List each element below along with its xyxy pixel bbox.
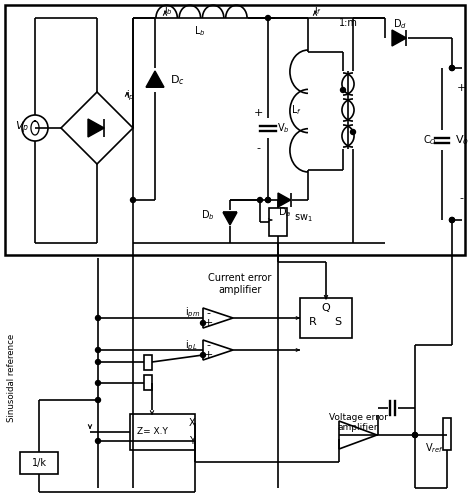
Polygon shape: [61, 92, 133, 164]
Text: Q: Q: [322, 303, 330, 313]
Text: -: -: [206, 340, 210, 350]
Text: i$_p$: i$_p$: [126, 89, 135, 103]
Text: Sinusoidal reference: Sinusoidal reference: [8, 334, 17, 422]
Text: Voltage error: Voltage error: [328, 413, 387, 422]
Circle shape: [95, 438, 100, 443]
Polygon shape: [203, 308, 233, 328]
Circle shape: [449, 66, 455, 71]
Bar: [144, 375, 152, 390]
Text: Z= X.Y: Z= X.Y: [137, 427, 167, 436]
Polygon shape: [339, 421, 377, 449]
Bar: [5, 5, 465, 255]
Circle shape: [340, 88, 346, 93]
Circle shape: [95, 397, 100, 402]
Text: -: -: [206, 308, 210, 318]
Text: i$_f$: i$_f$: [314, 3, 322, 17]
Text: amplifier: amplifier: [338, 423, 378, 432]
Circle shape: [265, 197, 271, 202]
Circle shape: [130, 197, 136, 202]
Polygon shape: [223, 212, 237, 225]
Circle shape: [265, 16, 271, 21]
Text: V$_o$: V$_o$: [455, 133, 469, 147]
Text: C$_O$: C$_O$: [423, 133, 437, 147]
Text: +: +: [203, 350, 213, 360]
Text: i$_{pm}$: i$_{pm}$: [185, 306, 200, 320]
Text: D$_c$: D$_c$: [170, 73, 185, 87]
Text: i$_{pL}$: i$_{pL}$: [185, 339, 198, 353]
Circle shape: [412, 432, 418, 437]
Text: V$_{ref}$: V$_{ref}$: [426, 441, 445, 455]
Text: sw$_1$: sw$_1$: [294, 212, 313, 224]
Text: -: -: [459, 193, 463, 203]
Bar: [144, 355, 152, 370]
Text: V$_b$: V$_b$: [277, 121, 289, 135]
Circle shape: [22, 115, 48, 141]
Circle shape: [95, 380, 100, 385]
Text: i$_b$: i$_b$: [164, 3, 173, 17]
Circle shape: [449, 66, 455, 71]
Circle shape: [449, 217, 455, 222]
Text: L$_f$: L$_f$: [291, 103, 301, 117]
Text: +: +: [253, 108, 263, 118]
Circle shape: [412, 432, 418, 437]
Polygon shape: [88, 119, 104, 137]
Circle shape: [95, 316, 100, 321]
Text: Y: Y: [189, 436, 195, 446]
Circle shape: [257, 197, 263, 202]
Circle shape: [350, 129, 356, 134]
Bar: [443, 418, 451, 450]
Bar: [269, 208, 287, 236]
Text: L$_b$: L$_b$: [194, 24, 206, 38]
Circle shape: [265, 197, 271, 202]
Polygon shape: [278, 193, 291, 207]
Text: amplifier: amplifier: [219, 285, 262, 295]
Circle shape: [449, 217, 455, 222]
Text: Current error: Current error: [208, 273, 272, 283]
Text: D$_b$: D$_b$: [201, 208, 215, 222]
Text: 1:m: 1:m: [338, 18, 357, 28]
Polygon shape: [146, 71, 164, 87]
Polygon shape: [203, 340, 233, 360]
Bar: [300, 298, 352, 338]
Bar: [20, 452, 58, 474]
Text: D$_d$: D$_d$: [393, 17, 407, 31]
Text: $V_p$: $V_p$: [15, 120, 29, 136]
Text: X: X: [189, 418, 196, 428]
Text: S: S: [335, 317, 342, 327]
Bar: [130, 414, 195, 450]
Circle shape: [201, 353, 206, 358]
Text: 1/k: 1/k: [31, 458, 46, 468]
Text: R: R: [309, 317, 317, 327]
Circle shape: [95, 360, 100, 365]
Polygon shape: [392, 30, 406, 46]
Circle shape: [95, 348, 100, 353]
Circle shape: [201, 321, 206, 326]
Text: -: -: [256, 143, 260, 153]
Text: D$_a$: D$_a$: [278, 205, 292, 219]
Text: +: +: [203, 318, 213, 328]
Text: +: +: [456, 83, 465, 93]
